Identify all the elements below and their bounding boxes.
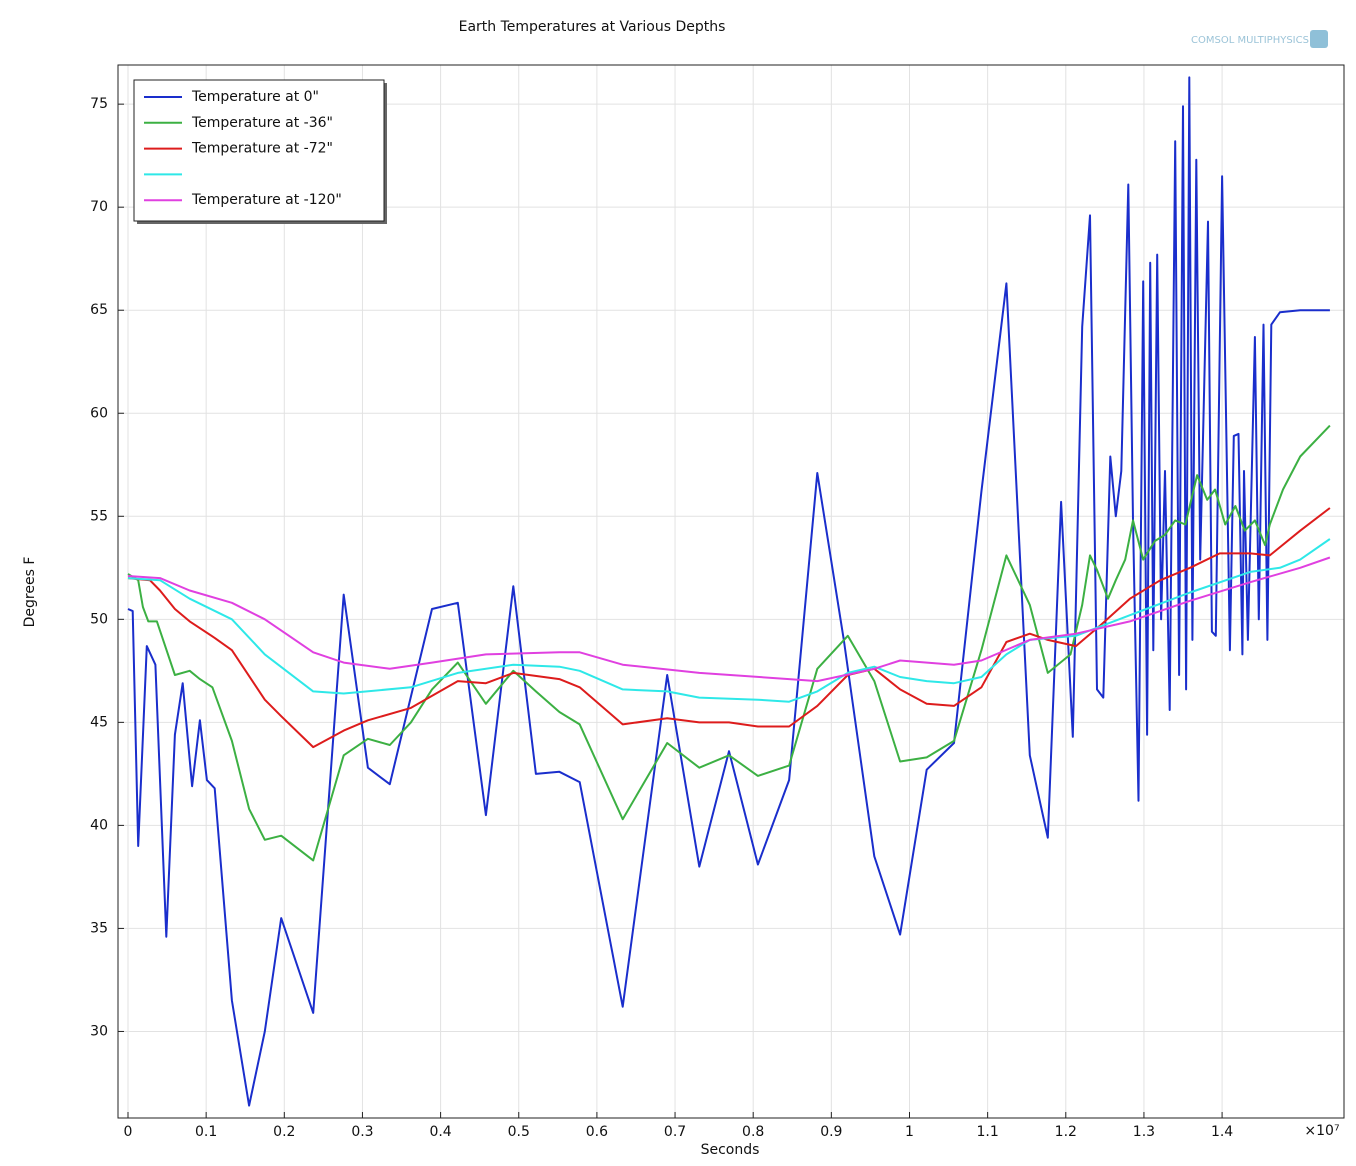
series-line (127, 507, 1331, 749)
x-tick-label: 1.4 (1211, 1124, 1233, 1140)
x-tick-label: 1.1 (977, 1124, 999, 1140)
y-axis-label: Degrees F (22, 557, 38, 628)
legend-label: Temperature at -120" (191, 192, 342, 208)
x-tick-label: 1.2 (1055, 1124, 1077, 1140)
y-tick-label: 55 (90, 508, 108, 524)
x-tick-label: 0.2 (273, 1124, 295, 1140)
legend-label: Temperature at 0" (191, 89, 319, 105)
chart-title: Earth Temperatures at Various Depths (459, 19, 726, 35)
y-tick-label: 35 (90, 920, 108, 936)
legend: Temperature at 0" Temperature at -36" Temp… (133, 79, 387, 224)
y-tick-label: 40 (90, 817, 108, 833)
x-tick-label: 0.7 (664, 1124, 686, 1140)
y-tick-label: 70 (90, 199, 108, 215)
x-tick-label: 0.1 (195, 1124, 217, 1140)
x-tick-label: 1 (905, 1124, 914, 1140)
plot-frame (117, 64, 1345, 1119)
y-tick-label: 30 (90, 1023, 108, 1039)
series-line (127, 538, 1331, 703)
series-line (127, 76, 1330, 1107)
grid: 30 35 40 45 50 55 60 65 70 75 0 0.1 0.2 0.3 0.4 0.5 0.6 0… (90, 65, 1344, 1140)
x-tick-label: 0.5 (508, 1124, 530, 1140)
y-tick-label: 60 (90, 405, 108, 421)
y-tick-label: 50 (90, 611, 108, 627)
plot-lines (127, 76, 1331, 1107)
x-tick-label: 1.3 (1133, 1124, 1155, 1140)
logo-text: COMSOL MULTIPHYSICS (1191, 35, 1309, 46)
series-line (127, 424, 1331, 862)
y-tick-label: 45 (90, 714, 108, 730)
x-tick-label: 0.9 (820, 1124, 842, 1140)
x-tick-label: 0.8 (742, 1124, 764, 1140)
x-tick-label: 0.4 (429, 1124, 451, 1140)
x-tick-label: 0.6 (586, 1124, 608, 1140)
legend-label: Temperature at -72" (191, 141, 333, 157)
legend-box (133, 79, 385, 222)
x-tick-label: 0.3 (351, 1124, 373, 1140)
x-tick-label: 0 (124, 1124, 133, 1140)
x-multiplier-label: ×10⁷ (1304, 1123, 1339, 1139)
logo-icon (1310, 30, 1328, 48)
x-axis-label: Seconds (701, 1142, 760, 1158)
series-line (127, 556, 1331, 683)
y-tick-label: 65 (90, 302, 108, 318)
y-tick-label: 75 (90, 96, 108, 112)
legend-label: Temperature at -36" (191, 115, 333, 131)
